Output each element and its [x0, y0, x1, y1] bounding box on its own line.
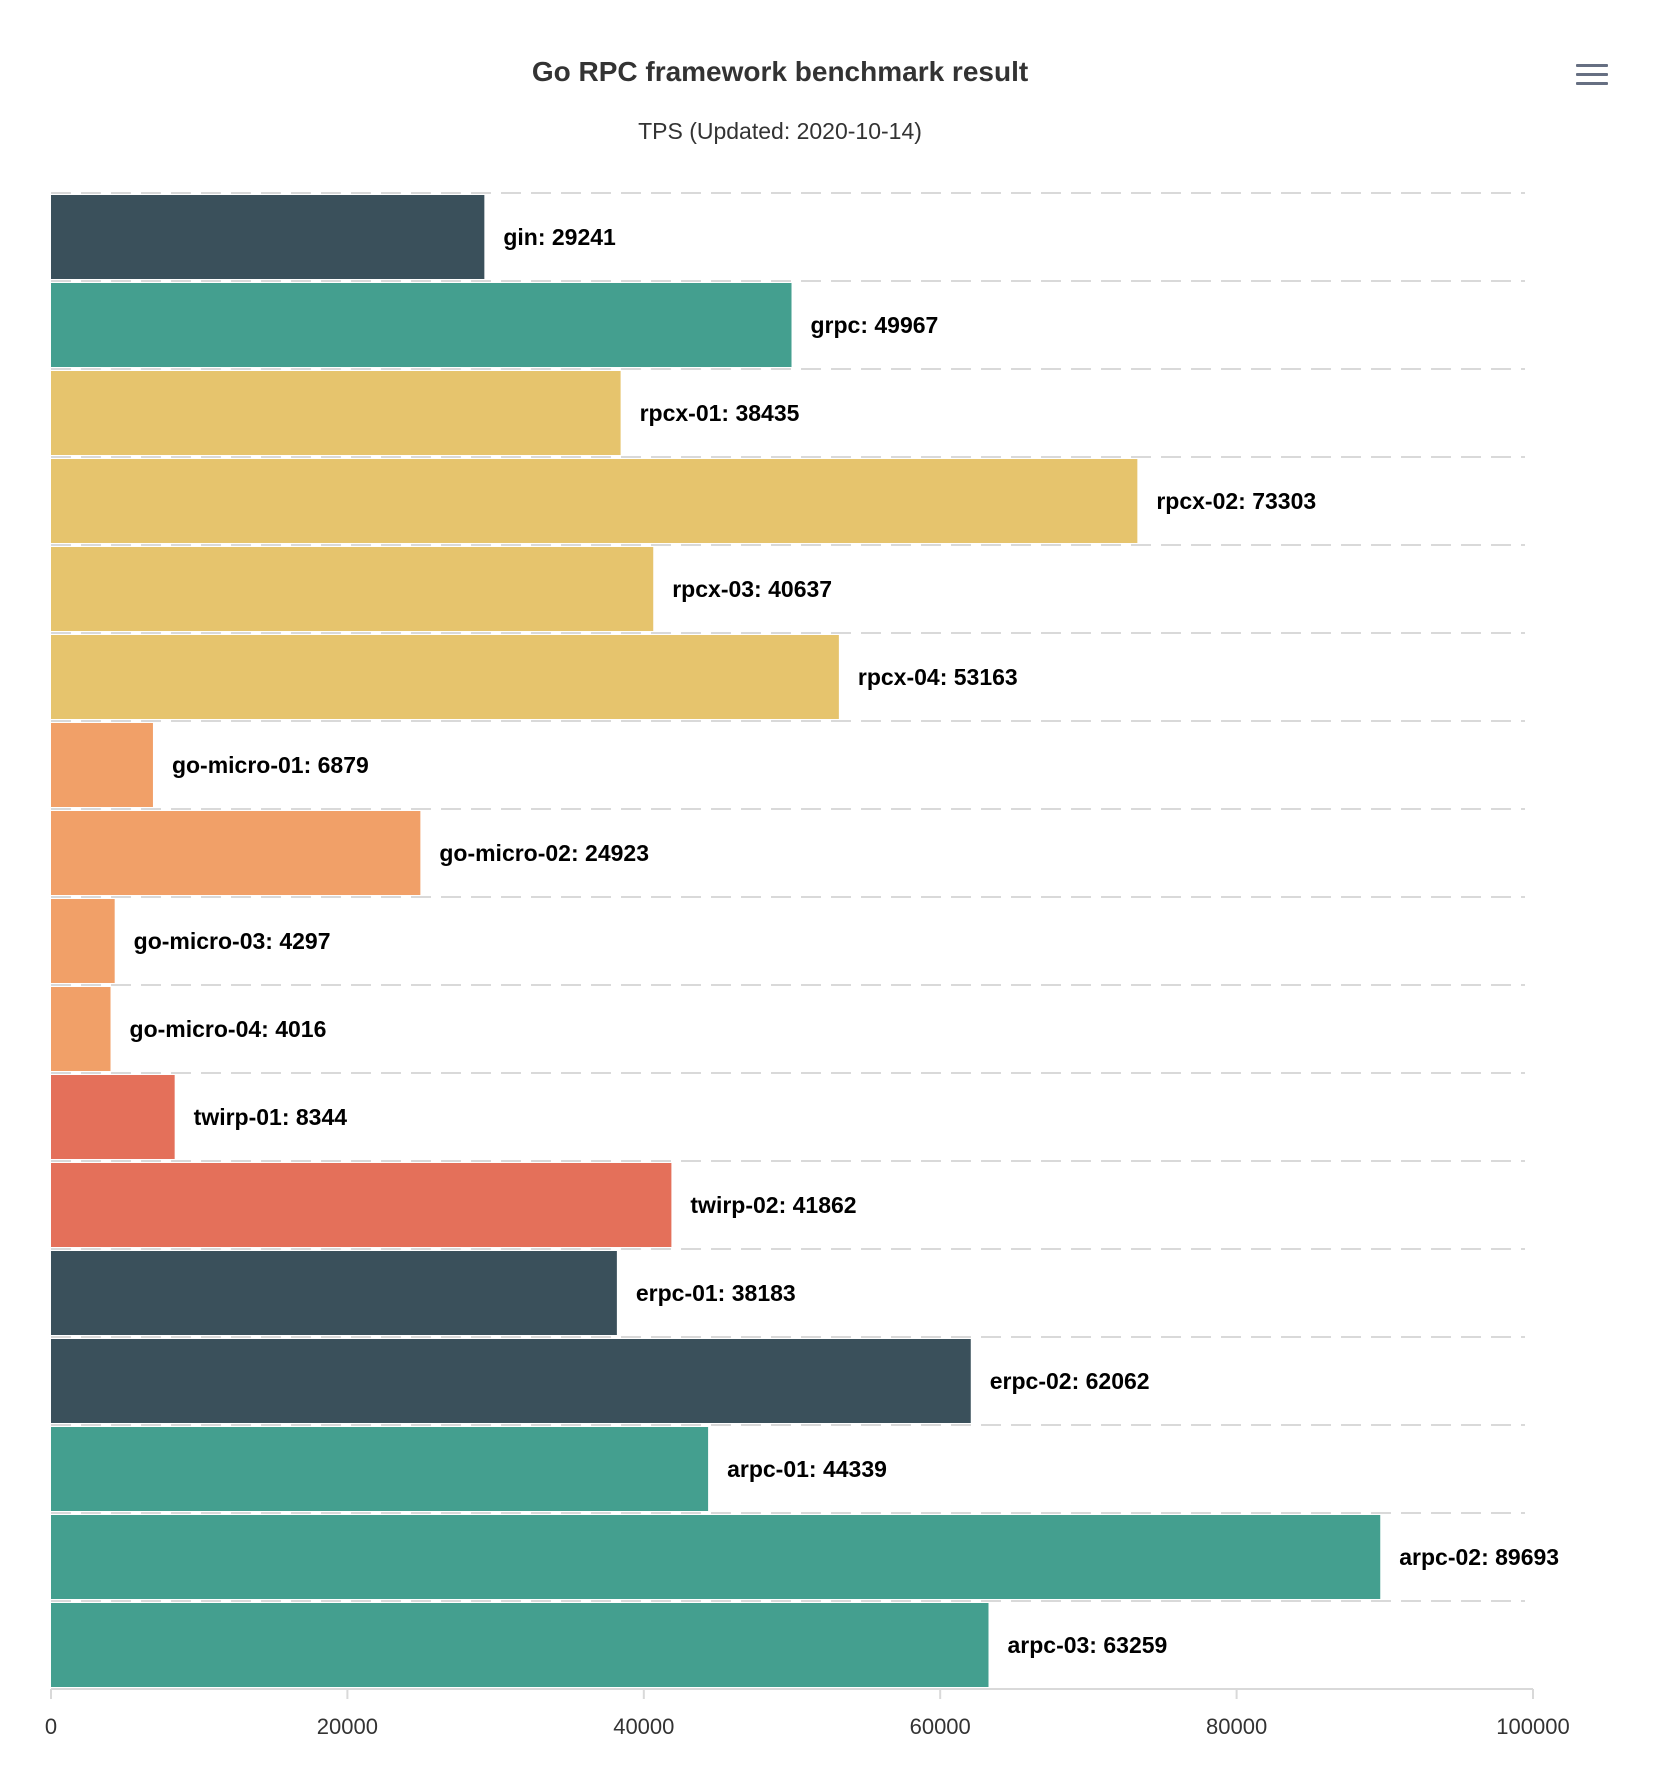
- bar-rpcx-01: [51, 371, 621, 455]
- bar-label-arpc-01: arpc-01: 44339: [727, 1456, 887, 1482]
- bar-twirp-01: [51, 1075, 175, 1159]
- x-tick-label: 100000: [1496, 1714, 1569, 1739]
- bar-label-rpcx-04: rpcx-04: 53163: [858, 664, 1018, 690]
- bar-rpcx-03: [51, 547, 654, 631]
- hamburger-menu-icon[interactable]: [1576, 60, 1612, 90]
- bar-arpc-01: [51, 1427, 709, 1511]
- bar-go-micro-03: [51, 899, 115, 983]
- bar-twirp-02: [51, 1163, 672, 1247]
- bar-label-rpcx-02: rpcx-02: 73303: [1156, 488, 1316, 514]
- menu-icon-line: [1576, 64, 1608, 67]
- bar-arpc-02: [51, 1515, 1381, 1599]
- bar-label-rpcx-01: rpcx-01: 38435: [640, 400, 800, 426]
- bar-label-rpcx-03: rpcx-03: 40637: [672, 576, 832, 602]
- bar-label-erpc-02: erpc-02: 62062: [990, 1368, 1150, 1394]
- bar-label-go-micro-04: go-micro-04: 4016: [130, 1016, 327, 1042]
- x-tick-label: 20000: [317, 1714, 378, 1739]
- bar-gin: [51, 195, 485, 279]
- x-tick-label: 40000: [613, 1714, 674, 1739]
- bar-label-erpc-01: erpc-01: 38183: [636, 1280, 796, 1306]
- bar-grpc: [51, 283, 792, 367]
- bar-rpcx-02: [51, 459, 1138, 543]
- bar-arpc-03: [51, 1603, 989, 1687]
- x-tick-label: 0: [45, 1714, 57, 1739]
- bar-label-arpc-02: arpc-02: 89693: [1399, 1544, 1559, 1570]
- bar-label-arpc-03: arpc-03: 63259: [1007, 1632, 1167, 1658]
- bar-label-twirp-01: twirp-01: 8344: [194, 1104, 348, 1130]
- bar-erpc-02: [51, 1339, 971, 1423]
- bar-label-go-micro-02: go-micro-02: 24923: [439, 840, 649, 866]
- x-tick-label: 60000: [910, 1714, 971, 1739]
- bar-label-go-micro-03: go-micro-03: 4297: [134, 928, 331, 954]
- x-tick-label: 80000: [1206, 1714, 1267, 1739]
- bar-label-gin: gin: 29241: [503, 224, 616, 250]
- menu-icon-line: [1576, 73, 1608, 76]
- chart-subtitle: TPS (Updated: 2020-10-14): [638, 118, 922, 144]
- bar-go-micro-02: [51, 811, 421, 895]
- chart-title: Go RPC framework benchmark result: [531, 56, 1029, 87]
- bar-label-twirp-02: twirp-02: 41862: [690, 1192, 856, 1218]
- bar-go-micro-04: [51, 987, 111, 1071]
- bar-label-grpc: grpc: 49967: [811, 312, 939, 338]
- bar-rpcx-04: [51, 635, 839, 719]
- menu-icon-line: [1576, 82, 1608, 85]
- bar-erpc-01: [51, 1251, 617, 1335]
- bar-go-micro-01: [51, 723, 153, 807]
- bar-label-go-micro-01: go-micro-01: 6879: [172, 752, 369, 778]
